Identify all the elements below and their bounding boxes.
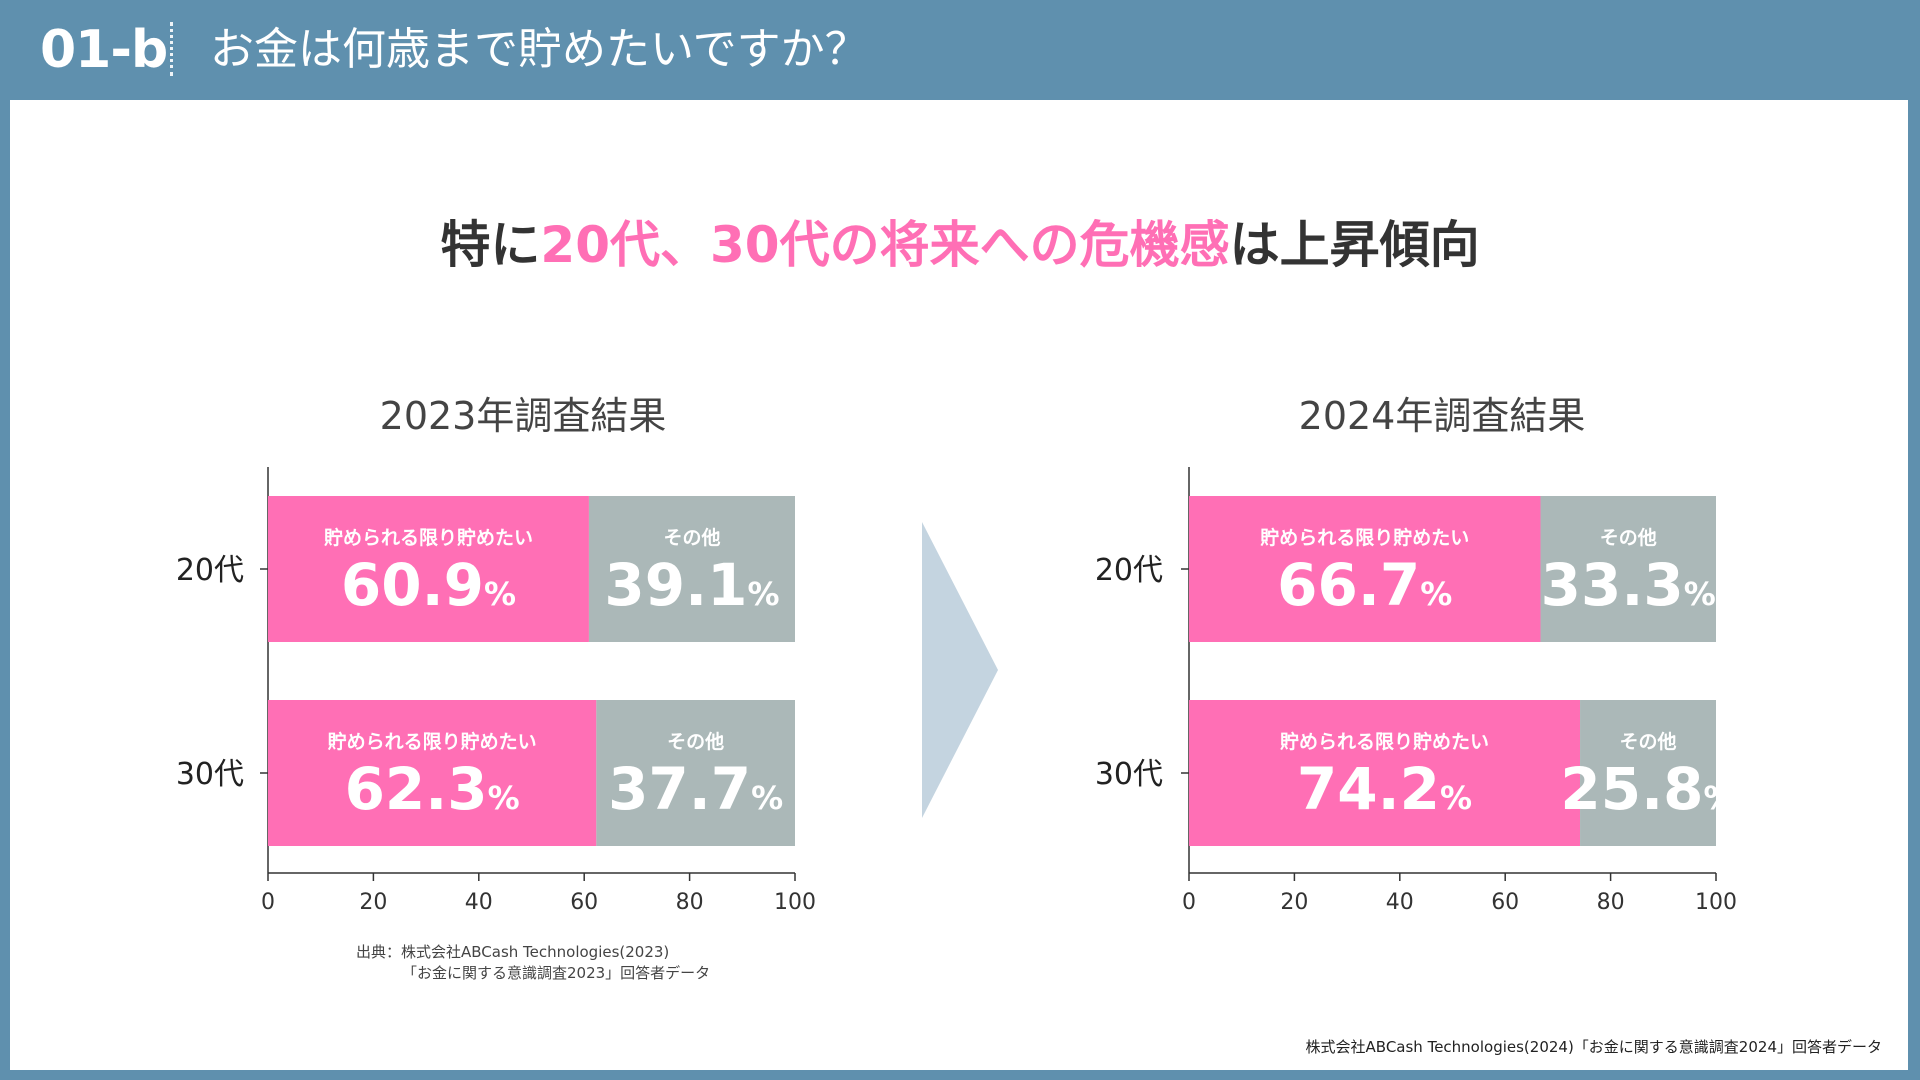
category-label: 30代 <box>176 757 244 792</box>
slide-number: 01-b <box>40 20 168 80</box>
x-tick-label: 100 <box>1695 890 1737 915</box>
header-bar: 01-b お金は何歳まで貯めたいですか？ <box>0 0 1920 100</box>
bar-value-label: 39.1% <box>604 551 779 619</box>
bar-value-label: 60.9% <box>341 551 516 619</box>
x-tick-label: 40 <box>465 890 493 915</box>
bar-segment <box>1540 496 1716 642</box>
source-note-line-1: 出典：株式会社ABCash Technologies(2023) <box>356 943 670 961</box>
x-tick-label: 0 <box>261 890 275 915</box>
headline-prefix: 特に <box>440 216 541 274</box>
bar-series-label: その他 <box>1600 526 1657 549</box>
bar-series-label: 貯められる限り貯めたい <box>328 730 537 753</box>
page-title: お金は何歳まで貯めたいですか？ <box>210 24 869 75</box>
bar-segment <box>1189 700 1581 846</box>
bar-value-label: 25.8% <box>1560 755 1735 823</box>
bar-segment <box>268 496 589 642</box>
source-note-2024: 株式会社ABCash Technologies(2024)「お金に関する意識調査… <box>1305 1038 1882 1056</box>
category-label: 20代 <box>176 553 244 588</box>
headline: 特に20代、30代の将来への危機感は上昇傾向 <box>0 205 1920 277</box>
x-tick-label: 80 <box>1597 890 1625 915</box>
bar-segment <box>1189 496 1541 642</box>
x-tick-label: 20 <box>1280 890 1308 915</box>
x-tick-label: 60 <box>1491 890 1519 915</box>
bar-series-label: その他 <box>1620 730 1677 753</box>
x-tick-label: 80 <box>676 890 704 915</box>
source-note-line-2: 「お金に関する意識調査2023」回答者データ <box>402 964 711 982</box>
chart-title-2023: 2023年調査結果 <box>379 394 667 438</box>
bar-series-label: 貯められる限り貯めたい <box>324 526 533 549</box>
bar-value-label: 74.2% <box>1297 755 1472 823</box>
bar-value-label: 62.3% <box>345 755 520 823</box>
header-divider <box>170 22 173 76</box>
bar-series-label: 貯められる限り貯めたい <box>1280 730 1489 753</box>
x-tick-label: 100 <box>774 890 816 915</box>
x-tick-label: 0 <box>1182 890 1196 915</box>
x-tick-label: 60 <box>570 890 598 915</box>
arrow-right-icon <box>922 522 998 818</box>
category-label: 20代 <box>1095 553 1163 588</box>
bar-segment <box>596 700 795 846</box>
bar-value-label: 37.7% <box>608 755 783 823</box>
x-tick-label: 20 <box>359 890 387 915</box>
bar-series-label: その他 <box>667 730 724 753</box>
category-label: 30代 <box>1095 757 1163 792</box>
bar-value-label: 66.7% <box>1277 551 1452 619</box>
bar-segment <box>588 496 795 642</box>
bar-series-label: その他 <box>663 526 720 549</box>
bar-value-label: 33.3% <box>1541 551 1716 619</box>
chart-title-2024: 2024年調査結果 <box>1298 394 1586 438</box>
headline-highlight: 20代、30代の将来への危機感 <box>540 216 1230 274</box>
bar-segment <box>1580 700 1716 846</box>
x-tick-label: 40 <box>1386 890 1414 915</box>
bar-segment <box>268 700 597 846</box>
source-note-2023: 出典：株式会社ABCash Technologies(2023) 「お金に関する… <box>356 942 710 984</box>
bar-series-label: 貯められる限り貯めたい <box>1260 526 1469 549</box>
headline-suffix: は上昇傾向 <box>1229 216 1480 274</box>
